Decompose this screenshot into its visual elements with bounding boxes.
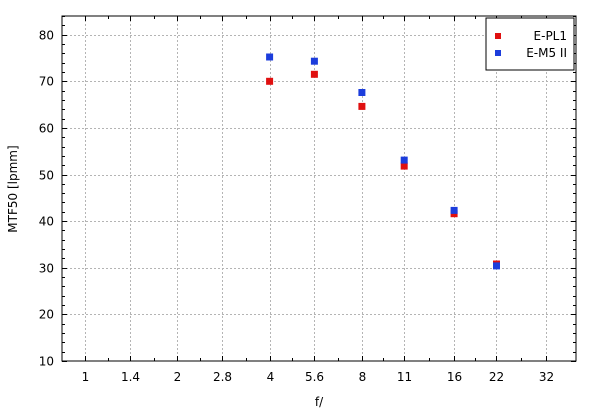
y-tick-label: 20: [39, 308, 54, 322]
plot-background: [62, 16, 576, 361]
point-e-m5-ii: [358, 89, 366, 96]
legend-marker-e-m5-ii: [495, 50, 501, 56]
x-tick-label: 11: [397, 370, 412, 384]
x-tick-label: 2: [174, 370, 182, 384]
legend-label-e-m5-ii: E-M5 II: [526, 46, 567, 60]
y-tick-label: 10: [39, 355, 54, 369]
y-tick-label: 40: [39, 215, 54, 229]
y-tick-label: 60: [39, 122, 54, 136]
point-e-pl1: [266, 77, 274, 85]
x-tick-label: 4: [267, 370, 275, 384]
legend: E-PL1 E-M5 II: [485, 17, 575, 71]
point-e-m5-ii: [493, 262, 500, 270]
x-tick-label: 16: [447, 370, 462, 384]
legend-label-e-pl1: E-PL1: [534, 29, 567, 43]
x-tick-label: 5.6: [305, 370, 324, 384]
y-tick-label: 50: [39, 169, 54, 183]
point-e-m5-ii: [266, 53, 274, 61]
x-tick-label: 22: [489, 370, 504, 384]
y-tick-label: 70: [39, 75, 54, 89]
point-e-pl1: [310, 70, 318, 78]
y-tick-label: 80: [39, 29, 54, 43]
x-tick-label: 1: [82, 370, 90, 384]
legend-box: [485, 17, 575, 71]
x-tick-label: 32: [539, 370, 554, 384]
grid-lines: [62, 16, 576, 361]
plot-frame: [61, 15, 577, 362]
data-points: [266, 53, 500, 270]
y-axis-label: MTF50 [lpmm]: [6, 145, 20, 232]
x-tick-label: 1.4: [121, 370, 140, 384]
point-e-pl1: [400, 162, 408, 170]
point-e-m5-ii: [450, 206, 458, 214]
x-tick-label: 8: [359, 370, 367, 384]
x-tick-label: 2.8: [213, 370, 232, 384]
point-e-pl1: [358, 102, 366, 110]
tick-labels: 1 1.4 2 2.8 4 5.6 8 11 16 22 32 10 20 30 40 50 60 70 80: [39, 29, 554, 385]
y-tick-label: 30: [39, 262, 54, 276]
point-e-m5-ii: [310, 57, 318, 65]
x-axis-label: f/: [315, 395, 324, 409]
point-e-m5-ii: [400, 156, 408, 164]
legend-marker-e-pl1: [495, 33, 501, 39]
